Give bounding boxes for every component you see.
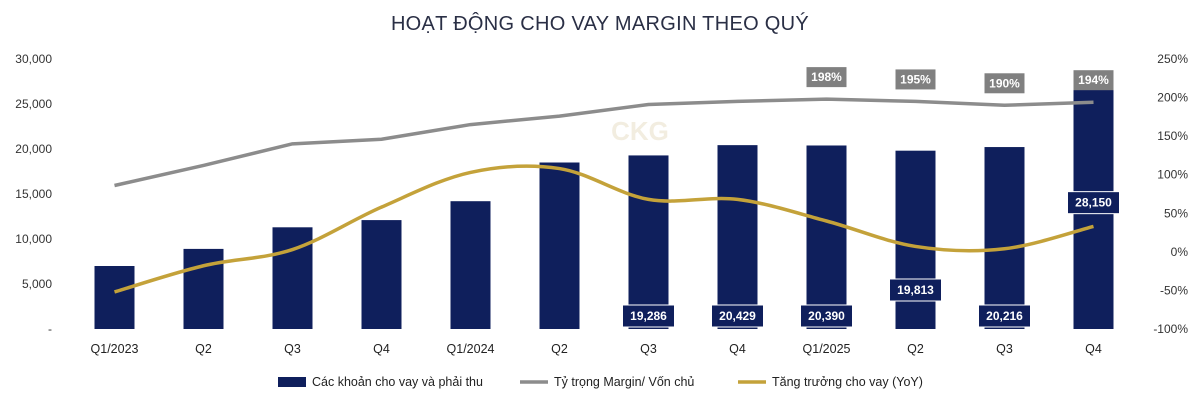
- chart-title: HOẠT ĐỘNG CHO VAY MARGIN THEO QUÝ: [391, 12, 809, 35]
- bar-loans-receivables: [806, 145, 847, 329]
- bar-loans-receivables: [717, 145, 758, 329]
- x-axis-category-label: Q3: [996, 342, 1013, 356]
- bar-value-label: 20,429: [719, 309, 756, 323]
- right-axis-tick-label: 0%: [1171, 245, 1189, 259]
- line-loan-growth-yoy: [114, 164, 1094, 294]
- bar-value-label-box: [622, 304, 675, 328]
- bar-value-label-box: [1067, 191, 1120, 215]
- ratio-value-label-box: [1073, 70, 1114, 91]
- legend-bar-series: Các khoản cho vay và phải thu: [312, 375, 483, 389]
- bar-loans-receivables: [539, 162, 580, 329]
- bar-value-label: 20,216: [986, 309, 1023, 323]
- left-axis-tick-label: 5,000: [22, 277, 52, 291]
- watermark-logo-text: CKG: [611, 116, 669, 146]
- bar-loans-receivables: [450, 201, 491, 329]
- bar-loans-receivables: [94, 266, 135, 329]
- right-axis-tick-label: 200%: [1157, 91, 1188, 105]
- x-axis-category-label: Q4: [729, 342, 746, 356]
- bar-value-label: 20,390: [808, 309, 845, 323]
- legend-growth-series: Tăng trưởng cho vay (YoY): [772, 375, 923, 389]
- x-axis-category-label: Q2: [551, 342, 568, 356]
- ratio-value-label-box: [895, 69, 936, 90]
- right-axis-tick-label: -50%: [1160, 283, 1188, 297]
- bar-value-label-box: [800, 304, 853, 328]
- x-axis-category-label: Q1/2023: [91, 342, 139, 356]
- legend-ratio-series: Tỷ trọng Margin/ Vốn chủ: [554, 375, 694, 389]
- ratio-value-label-box: [806, 67, 847, 88]
- ratio-value-label-box: [984, 73, 1025, 94]
- bar-value-label-box: [889, 278, 942, 302]
- x-axis-category-label: Q4: [1085, 342, 1102, 356]
- ratio-value-label: 198%: [811, 70, 842, 84]
- x-axis-category-label: Q2: [195, 342, 212, 356]
- bar-loans-receivables: [895, 150, 936, 329]
- x-axis-category-label: Q3: [284, 342, 301, 356]
- line-margin-equity-ratio: [114, 97, 1094, 188]
- bar-value-label: 28,150: [1075, 196, 1112, 210]
- x-axis-category-label: Q3: [640, 342, 657, 356]
- right-axis-tick-label: 100%: [1157, 168, 1188, 182]
- bar-value-label-box: [711, 304, 764, 328]
- right-axis-tick-label: 150%: [1157, 129, 1188, 143]
- x-axis-category-label: Q2: [907, 342, 924, 356]
- bar-value-label: 19,813: [897, 283, 934, 297]
- right-axis-tick-label: -100%: [1153, 322, 1188, 336]
- x-axis-category-label: Q1/2024: [447, 342, 495, 356]
- left-axis-tick-label: 15,000: [15, 187, 52, 201]
- bar-value-label-box: [978, 304, 1031, 328]
- bar-value-label: 19,286: [630, 309, 667, 323]
- left-axis-tick-label: -: [48, 322, 52, 336]
- x-axis-category-label: Q4: [373, 342, 390, 356]
- bar-loans-receivables: [984, 147, 1025, 329]
- right-axis-tick-label: 250%: [1157, 52, 1188, 66]
- bar-loans-receivables: [361, 220, 402, 329]
- bar-loans-receivables: [628, 155, 669, 329]
- x-axis-category-label: Q1/2025: [803, 342, 851, 356]
- right-axis-tick-label: 50%: [1164, 206, 1188, 220]
- ratio-value-label: 194%: [1078, 73, 1109, 87]
- ratio-value-label: 190%: [989, 76, 1020, 90]
- left-axis-tick-label: 30,000: [15, 52, 52, 66]
- left-axis-tick-label: 20,000: [15, 142, 52, 156]
- left-axis-tick-label: 10,000: [15, 232, 52, 246]
- ratio-value-label: 195%: [900, 72, 931, 86]
- bar-loans-receivables: [183, 248, 224, 329]
- legend-swatch-bar: [278, 377, 306, 387]
- left-axis-tick-label: 25,000: [15, 97, 52, 111]
